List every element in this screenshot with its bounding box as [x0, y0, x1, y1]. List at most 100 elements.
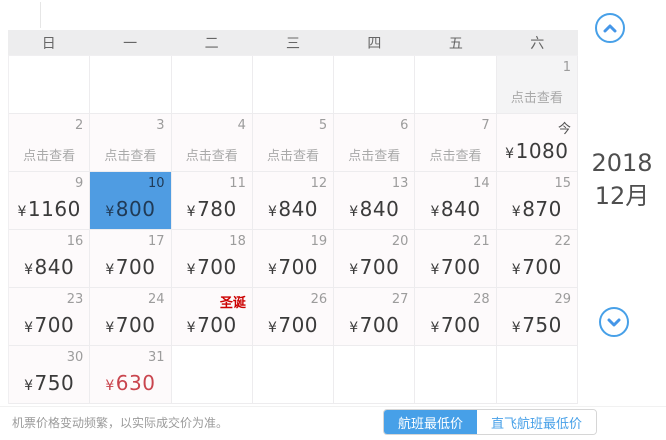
check-price-link[interactable]: 点击查看 [23, 149, 76, 164]
calendar-day-cell[interactable]: 12 ¥840 [252, 172, 335, 230]
calendar-day-cell[interactable]: 17 ¥700 [90, 230, 172, 288]
top-divider [40, 2, 41, 28]
calendar-day-cell[interactable]: 7 点击查看 [415, 114, 497, 172]
currency-symbol: ¥ [430, 320, 440, 336]
check-price-link[interactable]: 点击查看 [429, 149, 482, 164]
calendar-day-cell[interactable]: 9 ¥1160 [9, 172, 91, 230]
currency-symbol: ¥ [511, 204, 522, 220]
calendar-day-cell[interactable]: 31 ¥630 [90, 346, 172, 404]
price-label: ¥700 [415, 313, 495, 337]
price-amount: 700 [115, 255, 156, 279]
calendar-day-cell[interactable]: 13 ¥840 [334, 172, 416, 230]
price-label: ¥630 [90, 371, 170, 395]
currency-symbol: ¥ [24, 320, 34, 336]
calendar-day-cell [9, 56, 91, 114]
price-label: ¥870 [497, 197, 577, 221]
price-amount: 700 [440, 313, 481, 337]
calendar-day-cell[interactable]: 24 ¥700 [90, 288, 172, 346]
price-amount: 700 [197, 255, 237, 279]
day-number: 9 [75, 176, 84, 191]
calendar-day-cell[interactable]: 16 ¥840 [9, 230, 91, 288]
day-number: 29 [554, 292, 571, 307]
weekday-header: 二 [204, 35, 219, 52]
day-number: 16 [66, 234, 84, 249]
price-label: ¥700 [497, 255, 577, 279]
day-number: 15 [554, 176, 571, 191]
weekday-header: 六 [530, 35, 545, 52]
currency-symbol: ¥ [349, 320, 359, 336]
calendar-day-cell[interactable]: 2 点击查看 [9, 114, 91, 172]
price-amount: 700 [197, 313, 237, 337]
prev-month-button[interactable] [595, 13, 625, 43]
calendar-day-cell[interactable]: 22 ¥700 [496, 230, 578, 288]
price-amount: 750 [522, 313, 562, 337]
calendar-day-cell[interactable]: 5 点击查看 [252, 114, 335, 172]
calendar-day-cell[interactable]: 20 ¥700 [334, 230, 416, 288]
day-number: 30 [66, 350, 84, 365]
month-year-label: 2018 12月 [580, 147, 664, 213]
day-number: 22 [554, 234, 571, 249]
currency-symbol: ¥ [24, 378, 34, 394]
day-number: 13 [391, 176, 409, 191]
day-number: 10 [148, 176, 165, 191]
currency-symbol: ¥ [267, 204, 278, 220]
calendar-day-cell[interactable]: 23 ¥700 [9, 288, 91, 346]
calendar-day-cell[interactable]: 26 ¥700 [252, 288, 335, 346]
price-label: ¥700 [334, 255, 414, 279]
currency-symbol: ¥ [105, 262, 115, 278]
check-price-link[interactable]: 点击查看 [510, 91, 563, 106]
check-price-link[interactable]: 点击查看 [185, 149, 238, 164]
calendar-day-cell[interactable]: 27 ¥700 [334, 288, 416, 346]
calendar-day-cell[interactable]: 30 ¥750 [9, 346, 91, 404]
check-price-link[interactable]: 点击查看 [348, 149, 401, 164]
calendar-day-cell[interactable]: 15 ¥870 [496, 172, 578, 230]
price-amount: 630 [115, 371, 156, 395]
price-amount: 700 [359, 255, 400, 279]
day-number: 1 [562, 60, 571, 75]
calendar-day-cell[interactable]: 3 点击查看 [90, 114, 172, 172]
calendar-day-cell[interactable]: 21 ¥700 [415, 230, 497, 288]
calendar: 日 一 二 三 四 五 六 1 点击查看 2 点击查看 3 点击查看 4 点击查看 5 点击查看 6 点击查看 7 点… [8, 30, 578, 404]
calendar-day-cell [90, 56, 172, 114]
currency-symbol: ¥ [267, 320, 278, 336]
calendar-day-cell[interactable]: 圣诞 ¥700 [171, 288, 253, 346]
calendar-day-cell[interactable]: 1 点击查看 [496, 56, 578, 114]
day-number: 3 [156, 118, 165, 133]
calendar-day-cell[interactable]: 19 ¥700 [252, 230, 335, 288]
check-price-link[interactable]: 点击查看 [266, 149, 319, 164]
calendar-day-cell [171, 346, 253, 404]
day-number: 28 [473, 292, 490, 307]
price-label: ¥840 [334, 197, 414, 221]
calendar-day-cell[interactable]: 14 ¥840 [415, 172, 497, 230]
currency-symbol: ¥ [430, 262, 440, 278]
day-number: 6 [400, 118, 409, 133]
day-number: 7 [481, 118, 490, 133]
calendar-day-cell[interactable]: 6 点击查看 [334, 114, 416, 172]
price-amount: 870 [522, 197, 562, 221]
check-price-link[interactable]: 点击查看 [104, 149, 157, 164]
weekday-header: 日 [41, 35, 56, 52]
next-month-button[interactable] [599, 307, 629, 337]
currency-symbol: ¥ [511, 262, 522, 278]
price-amount: 700 [34, 313, 75, 337]
calendar-day-cell [415, 56, 497, 114]
price-label: ¥840 [253, 197, 333, 221]
calendar-day-cell[interactable]: 29 ¥750 [496, 288, 578, 346]
calendar-day-cell[interactable]: 4 点击查看 [171, 114, 253, 172]
calendar-day-cell[interactable]: 10 ¥800 [90, 172, 172, 230]
weekday-header: 五 [448, 35, 463, 52]
price-label: ¥700 [9, 313, 89, 337]
price-amount: 1080 [515, 139, 569, 163]
calendar-day-cell [252, 346, 335, 404]
chevron-down-icon [607, 318, 621, 326]
currency-symbol: ¥ [24, 262, 34, 278]
direct-flight-lowest-price-tab[interactable]: 直飞航班最低价 [476, 410, 596, 434]
calendar-day-cell[interactable]: 18 ¥700 [171, 230, 253, 288]
calendar-day-cell [171, 56, 253, 114]
month-text-label: 12月 [594, 182, 650, 210]
day-number: 20 [391, 234, 409, 249]
flight-lowest-price-tab[interactable]: 航班最低价 [383, 410, 477, 434]
calendar-day-cell[interactable]: 今 ¥1080 [496, 114, 578, 172]
calendar-day-cell[interactable]: 28 ¥700 [415, 288, 497, 346]
calendar-day-cell[interactable]: 11 ¥780 [171, 172, 253, 230]
